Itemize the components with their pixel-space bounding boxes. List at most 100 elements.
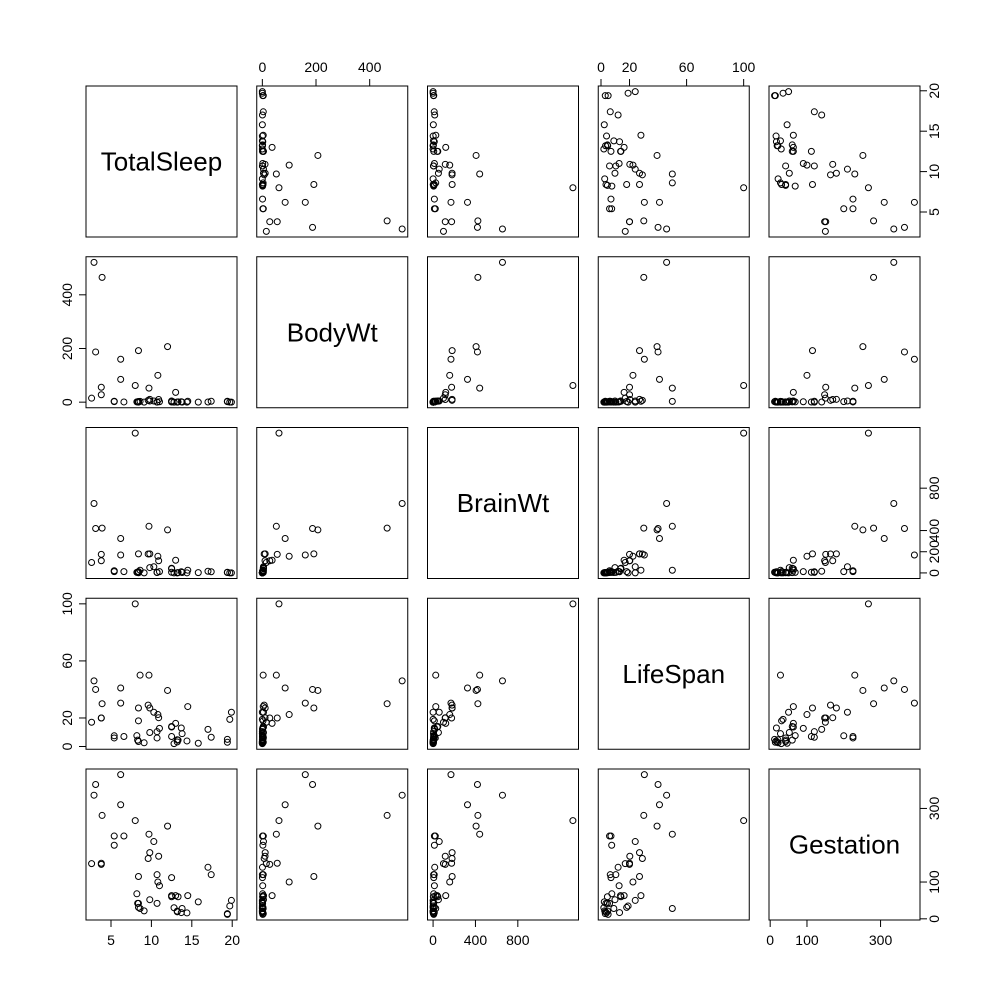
point [433,147,441,155]
point [807,398,815,406]
point [843,165,851,173]
panel [427,85,579,238]
point [631,896,639,904]
point [654,348,662,356]
point [464,801,472,809]
point [653,151,661,159]
point [281,534,289,542]
point [803,711,811,719]
point [668,830,676,838]
point [429,141,437,149]
point [227,896,235,904]
panel [597,256,750,409]
point [92,525,100,533]
point [608,841,616,849]
point [640,811,648,819]
point [601,569,609,577]
point [668,170,676,178]
point [623,568,631,576]
point [223,735,231,743]
point [870,700,878,708]
point [617,147,625,155]
panel [85,85,238,238]
point [623,903,631,911]
point [821,718,829,726]
point [606,162,614,170]
point [791,732,799,740]
point [430,841,438,849]
point [849,734,857,742]
point [90,791,98,799]
point [611,169,619,177]
point [626,852,634,860]
point [310,181,318,189]
point [607,147,615,155]
point [272,830,280,838]
x-tick-label: 400 [358,59,382,75]
point [268,892,276,900]
point [900,348,908,356]
point [260,550,268,558]
point [154,711,162,719]
point [640,355,648,363]
variable-label: BodyWt [287,317,379,347]
point [789,556,797,564]
point [464,375,472,383]
y-tick-label: 10 [926,164,942,180]
point [136,671,144,679]
point [640,273,648,281]
point [864,184,872,192]
point [783,398,791,406]
point [789,147,797,155]
variable-label: Gestation [789,830,900,860]
point [654,781,662,789]
point [827,550,835,558]
point [821,227,829,235]
point [432,703,440,711]
point [663,225,671,233]
point [772,138,780,146]
point [90,500,98,508]
point [97,557,105,565]
point [615,398,623,406]
point [168,874,176,882]
point [859,686,867,694]
x-tick-label: 800 [506,932,530,948]
point [849,205,857,213]
point [827,171,835,179]
point [173,907,181,915]
point [774,569,782,577]
point [474,700,482,708]
point [155,557,163,565]
point [601,910,609,918]
point [207,871,215,879]
point [476,830,484,838]
point [617,892,625,900]
y-tick-label: 20 [59,710,75,726]
point [782,162,790,170]
point [448,218,456,226]
point [134,873,142,881]
point [273,218,281,226]
point [654,525,662,533]
point [259,671,267,679]
point [120,733,128,741]
point [601,92,609,100]
point [631,397,639,405]
point [117,534,125,542]
point [472,151,480,159]
point [785,729,793,737]
point [880,534,888,542]
panel [768,597,921,750]
point [629,161,637,169]
point [870,217,878,225]
point [498,258,506,266]
point [822,218,830,226]
x-tick-label: 0 [766,932,774,948]
point [799,568,807,576]
point [98,273,106,281]
point [259,893,267,901]
variable-label: BrainWt [457,488,550,518]
point [621,559,629,567]
point [383,700,391,708]
